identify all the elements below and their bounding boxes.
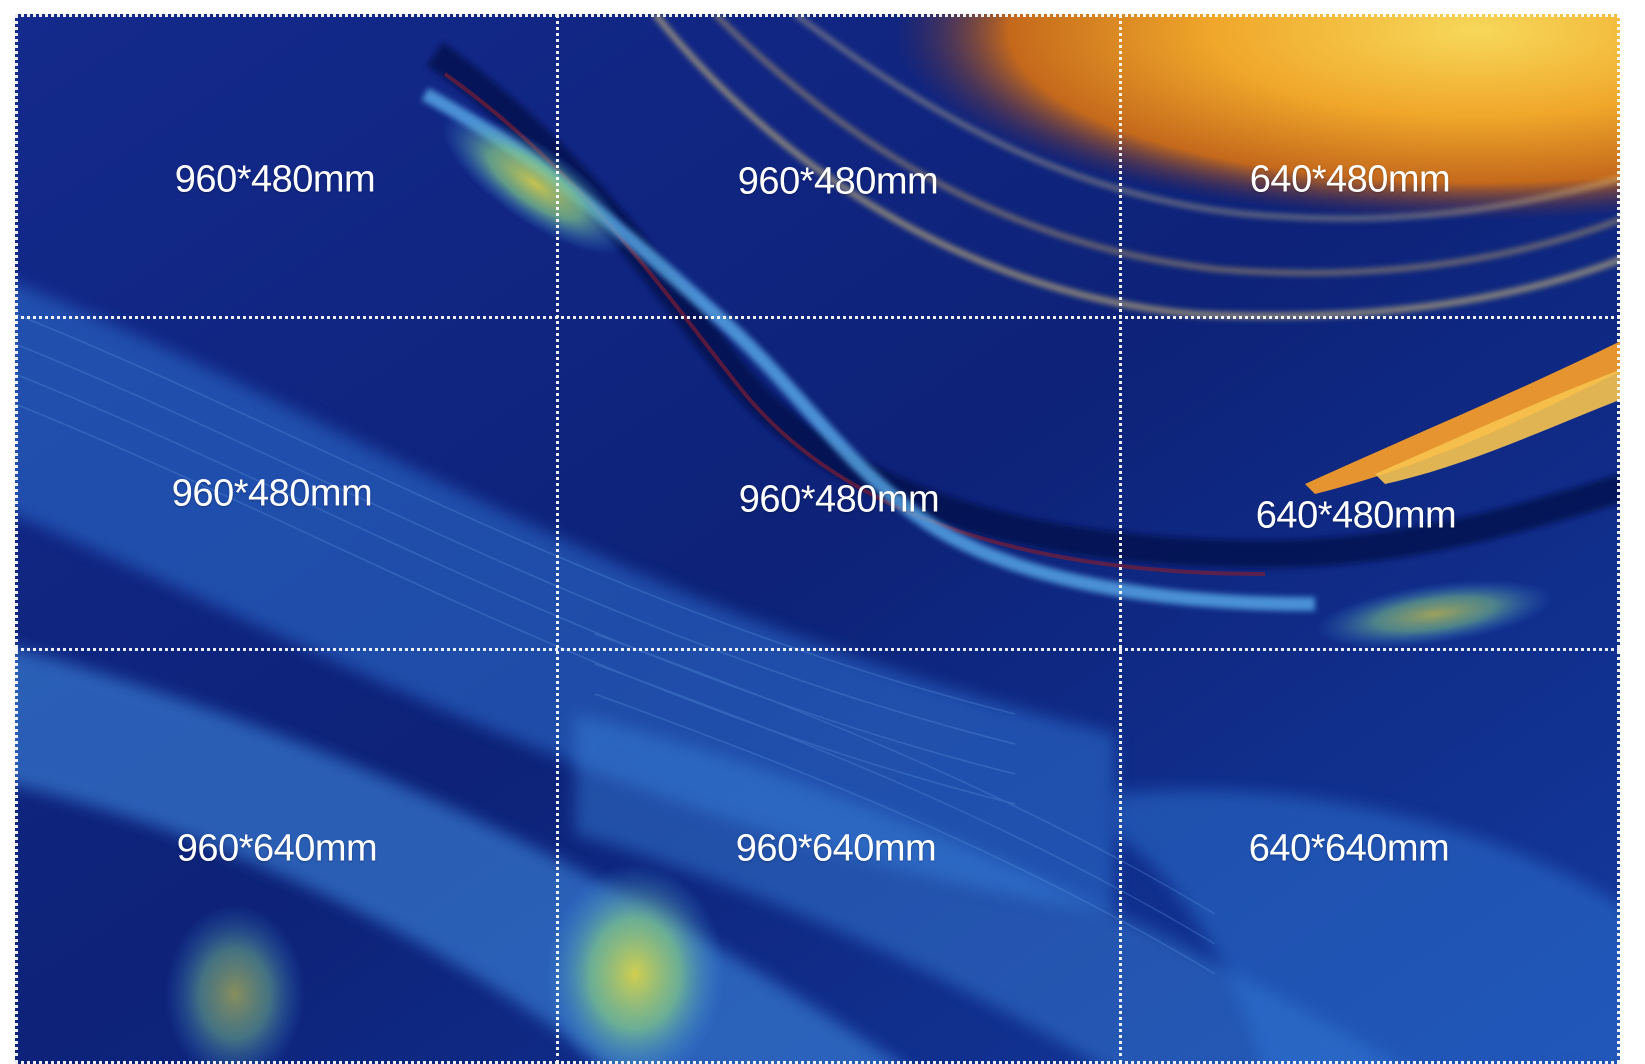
panel-divider-vertical-2 [1119,14,1122,1064]
panel-size-label: 960*640mm [735,827,937,870]
panel-divider-vertical-1 [556,14,559,1064]
marble-background-image [15,14,1620,1064]
panel-size-label: 960*480mm [174,158,376,201]
panel-size-label: 960*480mm [738,478,940,521]
panel-divider-horizontal-1 [15,316,1620,319]
panel-size-label: 640*640mm [1248,827,1450,870]
panel-size-label: 960*480mm [737,160,939,203]
panel-divider-horizontal-2 [15,648,1620,651]
video-wall-layout: 960*480mm 960*480mm 640*480mm 960*480mm … [15,14,1620,1064]
panel-size-label: 960*640mm [176,827,378,870]
panel-size-label: 640*480mm [1255,494,1457,537]
panel-size-label: 640*480mm [1249,158,1451,201]
panel-size-label: 960*480mm [171,472,373,515]
